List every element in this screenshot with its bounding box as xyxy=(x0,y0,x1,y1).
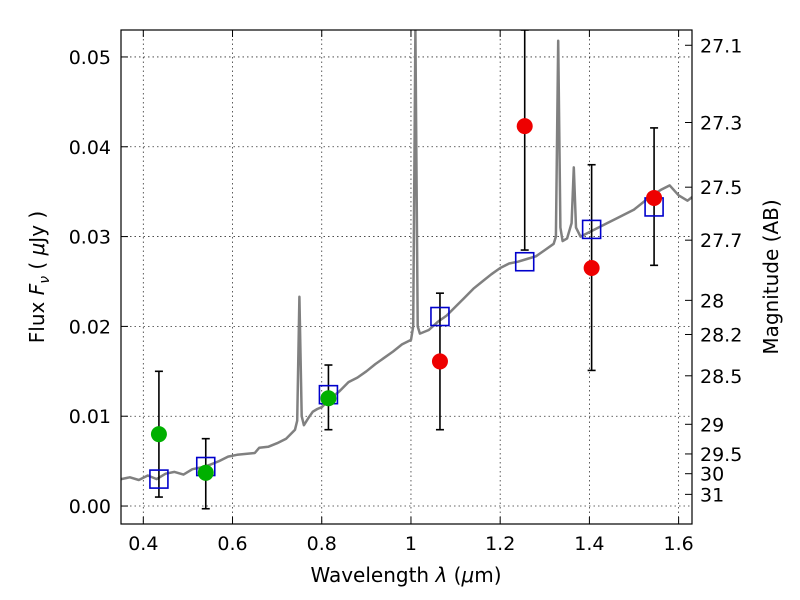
right-tick-label: 27.7 xyxy=(700,230,742,252)
y-tick-label: 0.00 xyxy=(69,496,111,518)
x-tick-label: 1.4 xyxy=(574,533,604,555)
y-tick-label: 0.05 xyxy=(69,47,111,69)
y-tick-label: 0.03 xyxy=(69,227,111,249)
plot-frame xyxy=(120,29,693,525)
y-tick-label: 0.02 xyxy=(69,316,111,338)
model-square-point xyxy=(430,306,450,327)
right-tick-label: 28.5 xyxy=(700,366,742,388)
x-tick-label: 1 xyxy=(405,533,417,555)
right-tick-label: 27.1 xyxy=(700,35,742,57)
x-axis-label: Wavelength λ (μm) xyxy=(310,563,501,587)
model-square-point xyxy=(149,469,169,489)
right-tick-label: 27.5 xyxy=(700,177,742,199)
right-tick-label: 27.3 xyxy=(700,113,742,135)
right-tick-label: 31 xyxy=(700,484,724,506)
y-axis-label: Flux Fν ( μJy ) xyxy=(25,211,53,343)
axes: 0.4 0.6 0.8 1 1.2 1.4 1.6 0.00 0.01 0.02 0.03 0.04 0… xyxy=(69,30,742,555)
observed-green-point xyxy=(150,426,167,443)
x-tick-label: 0.8 xyxy=(307,533,337,555)
spectrum-line xyxy=(121,30,692,482)
observed-red-point xyxy=(646,189,663,206)
observed-red-point xyxy=(431,353,448,370)
right-tick-label: 30 xyxy=(700,464,724,486)
observed-green-point xyxy=(320,390,337,407)
model-square-point xyxy=(514,251,535,272)
model-square-point xyxy=(581,219,602,240)
right-tick-label: 28.2 xyxy=(700,324,742,346)
x-tick-label: 1.2 xyxy=(485,533,515,555)
x-tick-label: 0.4 xyxy=(128,533,158,555)
observed-red-point xyxy=(583,260,600,277)
right-tick-label: 29.5 xyxy=(700,444,742,466)
x-tick-label: 1.6 xyxy=(664,533,694,555)
y-tick-label: 0.04 xyxy=(69,137,111,159)
plot-area xyxy=(121,30,692,510)
right-axis-label: Magnitude (AB) xyxy=(759,199,783,354)
right-tick-label: 29 xyxy=(700,414,724,436)
observed-red-point xyxy=(516,118,533,135)
x-tick-label: 0.6 xyxy=(217,533,247,555)
y-tick-label: 0.01 xyxy=(69,406,111,428)
observed-green-point xyxy=(197,464,214,481)
right-tick-label: 28 xyxy=(700,290,724,312)
gridlines xyxy=(121,30,692,524)
